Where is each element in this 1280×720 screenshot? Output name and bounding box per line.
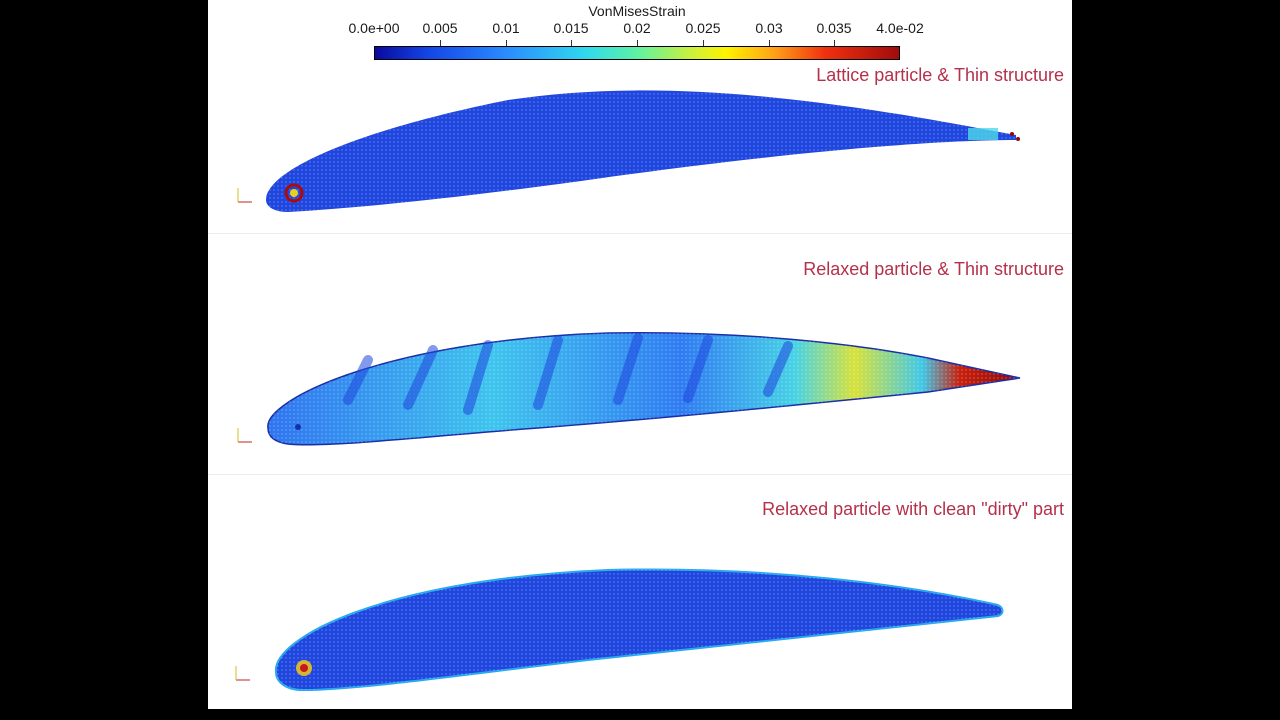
- color-legend: VonMisesStrain 0.0e+00 0.005 0.01 0.015 …: [349, 0, 924, 62]
- colorbar-tick: 0.005: [422, 20, 458, 36]
- colorbar-tick: 4.0e-02: [876, 20, 924, 36]
- colorbar-tick: 0.0e+00: [348, 20, 400, 36]
- panel-label-cleaned: Relaxed particle with clean "dirty" part: [762, 499, 1064, 519]
- colorbar-tick: 0.015: [553, 20, 589, 36]
- colorbar-title: VonMisesStrain: [588, 3, 686, 19]
- colorbar-tick: 0.02: [623, 20, 651, 36]
- panel-divider: [208, 474, 1072, 475]
- colorbar-tick: 0.025: [685, 20, 721, 36]
- axes-triad-icon: [237, 428, 252, 443]
- colorbar-tick: 0.01: [492, 20, 520, 36]
- airfoil-cleaned: [274, 568, 1004, 692]
- airfoil-relaxed: [267, 331, 1021, 446]
- colorbar-tick-marks: [374, 40, 900, 46]
- axes-triad-icon: [237, 188, 252, 203]
- render-viewport: VonMisesStrain 0.0e+00 0.005 0.01 0.015 …: [208, 0, 1072, 709]
- axes-triad-icon: [235, 666, 250, 681]
- airfoil-lattice: [266, 90, 1020, 212]
- panel-label-relaxed: Relaxed particle & Thin structure: [803, 259, 1064, 279]
- colorbar-tick: 0.035: [816, 20, 852, 36]
- colorbar-gradient: [374, 46, 900, 60]
- panel-label-lattice: Lattice particle & Thin structure: [816, 65, 1064, 85]
- panel-divider: [208, 233, 1072, 234]
- airfoil-renders: [235, 90, 1021, 692]
- colorbar-tick: 0.03: [755, 20, 783, 36]
